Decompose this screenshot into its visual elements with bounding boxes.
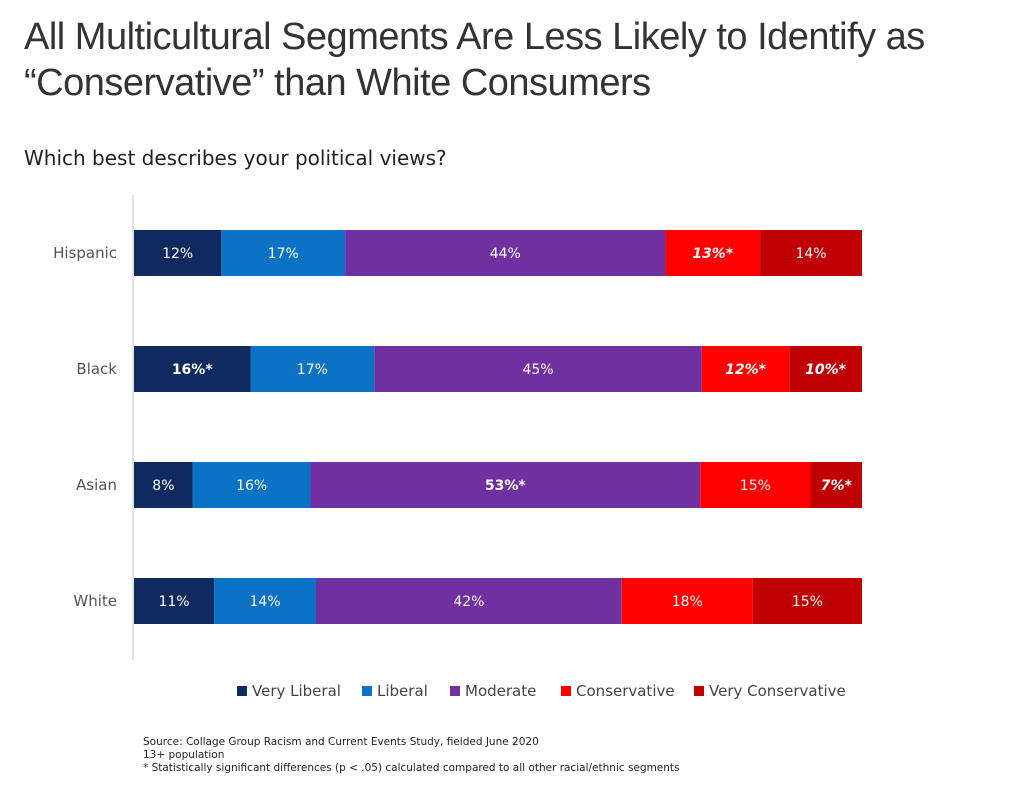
data-label-asian-liberal: 16% (236, 478, 267, 494)
chart-subtitle: Which best describes your political view… (24, 146, 447, 170)
population-note: 13+ population (143, 749, 225, 761)
bar-asian-liberal (192, 462, 311, 508)
data-label-hispanic-very-liberal: 12% (162, 246, 193, 262)
legend-label: Very Conservative (709, 682, 846, 700)
bar-hispanic-liberal (221, 230, 346, 276)
legend-swatch (450, 686, 460, 696)
data-label-hispanic-liberal: 17% (268, 246, 299, 262)
bar-hispanic-conservative (665, 230, 761, 276)
data-label-white-moderate: 42% (453, 594, 484, 610)
data-label-black-very-liberal: 16%* (172, 362, 214, 378)
data-label-asian-very-liberal: 8% (152, 478, 174, 494)
data-label-asian-very-conservative: 7%* (821, 478, 853, 494)
data-label-black-very-conservative: 10%* (805, 362, 847, 378)
bar-asian-very-liberal (134, 462, 193, 508)
legend-swatch (362, 686, 372, 696)
source-note: Source: Collage Group Racism and Current… (143, 736, 539, 748)
bar-asian-conservative (700, 462, 811, 508)
legend-label: Liberal (377, 682, 428, 700)
data-label-hispanic-very-conservative: 14% (795, 246, 826, 262)
chart-legend: Very Liberal Liberal Moderate Conservative V… (0, 682, 1024, 704)
data-label-white-very-liberal: 11% (158, 594, 189, 610)
bar-white-conservative (621, 578, 753, 624)
bar-asian-moderate (310, 462, 701, 508)
category-label-black: Black (76, 360, 117, 378)
legend-item-very-conservative: Very Conservative (694, 682, 846, 700)
legend-item-very-liberal: Very Liberal (237, 682, 341, 700)
bar-black-conservative (701, 346, 790, 392)
bar-hispanic-very-conservative (760, 230, 862, 276)
data-label-hispanic-moderate: 44% (490, 246, 521, 262)
legend-swatch (237, 686, 247, 696)
category-label-hispanic: Hispanic (53, 244, 117, 262)
category-label-asian: Asian (76, 476, 117, 494)
bar-white-moderate (316, 578, 622, 624)
legend-item-moderate: Moderate (450, 682, 536, 700)
legend-item-liberal: Liberal (362, 682, 428, 700)
bar-black-very-liberal (134, 346, 251, 392)
stacked-bar-chart: Hispanic 12% 17% 44% 13%* 14% Black 16%* 17% 45% 1… (53, 195, 862, 660)
bar-black-liberal (250, 346, 375, 392)
data-label-white-liberal: 14% (249, 594, 280, 610)
legend-label: Moderate (465, 682, 537, 700)
data-label-white-conservative: 18% (672, 594, 703, 610)
data-label-black-moderate: 45% (522, 362, 553, 378)
bar-white-very-conservative (752, 578, 862, 624)
bar-hispanic-moderate (345, 230, 666, 276)
data-label-black-liberal: 17% (297, 362, 328, 378)
significance-note: * Statistically significant differences … (143, 762, 680, 774)
legend-label: Conservative (576, 682, 675, 700)
page-title: All Multicultural Segments Are Less Like… (24, 16, 925, 104)
category-label-white: White (73, 592, 117, 610)
data-label-white-very-conservative: 15% (792, 594, 823, 610)
data-label-black-conservative: 12%* (725, 362, 767, 378)
bar-black-moderate (374, 346, 702, 392)
bar-white-very-liberal (134, 578, 215, 624)
legend-item-conservative: Conservative (561, 682, 675, 700)
bar-black-very-conservative (789, 346, 862, 392)
data-label-asian-conservative: 15% (740, 478, 771, 494)
legend-label: Very Liberal (252, 682, 341, 700)
bar-asian-very-conservative (810, 462, 862, 508)
bar-hispanic-very-liberal (134, 230, 222, 276)
bar-white-liberal (214, 578, 316, 624)
data-label-hispanic-conservative: 13%* (692, 246, 734, 262)
data-label-asian-moderate: 53%* (485, 478, 527, 494)
legend-swatch (561, 686, 571, 696)
legend-swatch (694, 686, 704, 696)
footnotes: Source: Collage Group Racism and Current… (143, 736, 680, 775)
